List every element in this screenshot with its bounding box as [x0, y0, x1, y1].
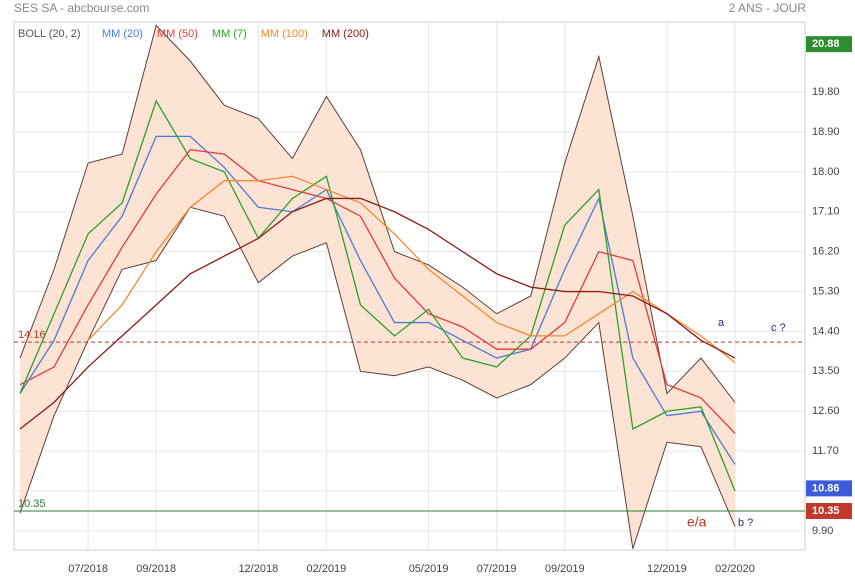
price-tag-label: 10.86 — [812, 482, 840, 494]
x-tick-label: 07/2019 — [477, 563, 517, 575]
plot-frame — [13, 21, 806, 551]
series-line — [19, 148, 736, 434]
legend-entry: MM (100) — [261, 28, 308, 40]
chart-subtitle: 2 ANS - JOUR — [729, 1, 807, 15]
legend-entry: MM (20) — [102, 28, 143, 40]
x-tick-label: 07/2018 — [68, 563, 108, 575]
level-label: 10.35 — [18, 498, 46, 510]
x-tick-label: 09/2019 — [545, 563, 585, 575]
series-line — [19, 135, 736, 465]
bollinger-lower — [19, 206, 736, 549]
price-tag — [806, 502, 852, 519]
series-line — [19, 99, 736, 492]
legend-entry: MM (200) — [322, 28, 369, 40]
x-tick-label: 09/2018 — [136, 563, 176, 575]
price-tag — [806, 480, 852, 497]
y-tick-label: 13.50 — [812, 365, 840, 377]
legend-entry: BOLL (20, 2) — [18, 28, 81, 40]
y-tick-label: 16.20 — [812, 246, 840, 258]
y-tick-label: 9.90 — [812, 525, 833, 537]
level-label: 14.16 — [18, 329, 46, 341]
y-tick-label: 11.70 — [812, 445, 839, 457]
price-tag-label: 10.35 — [812, 505, 840, 517]
y-tick-label: 15.30 — [812, 285, 840, 297]
x-tick-label: 12/2019 — [647, 563, 687, 575]
legend-entry: MM (7) — [212, 28, 247, 40]
y-tick-label: 14.40 — [812, 325, 840, 337]
chart-title: SES SA - abcbourse.com — [14, 1, 149, 15]
annotation: b ? — [738, 517, 753, 529]
annotation: a — [718, 317, 725, 329]
bollinger-upper — [19, 24, 736, 403]
y-tick-label: 12.60 — [812, 405, 840, 417]
y-tick-label: 17.10 — [812, 206, 840, 218]
price-tag-label: 20.88 — [812, 38, 840, 50]
annotation: c ? — [771, 322, 786, 334]
price-tag — [806, 36, 852, 53]
annotation: e/a — [687, 514, 707, 530]
bollinger-band-fill — [20, 25, 735, 549]
y-tick-label: 18.00 — [812, 166, 840, 178]
x-tick-label: 02/2019 — [307, 563, 347, 575]
x-tick-label: 12/2018 — [238, 563, 278, 575]
x-tick-label: 02/2020 — [715, 563, 755, 575]
legend-entry: MM (50) — [157, 28, 198, 40]
x-tick-label: 05/2019 — [409, 563, 449, 575]
series-line — [19, 197, 736, 430]
y-tick-label: 18.90 — [812, 126, 840, 138]
y-tick-label: 19.80 — [812, 86, 840, 98]
